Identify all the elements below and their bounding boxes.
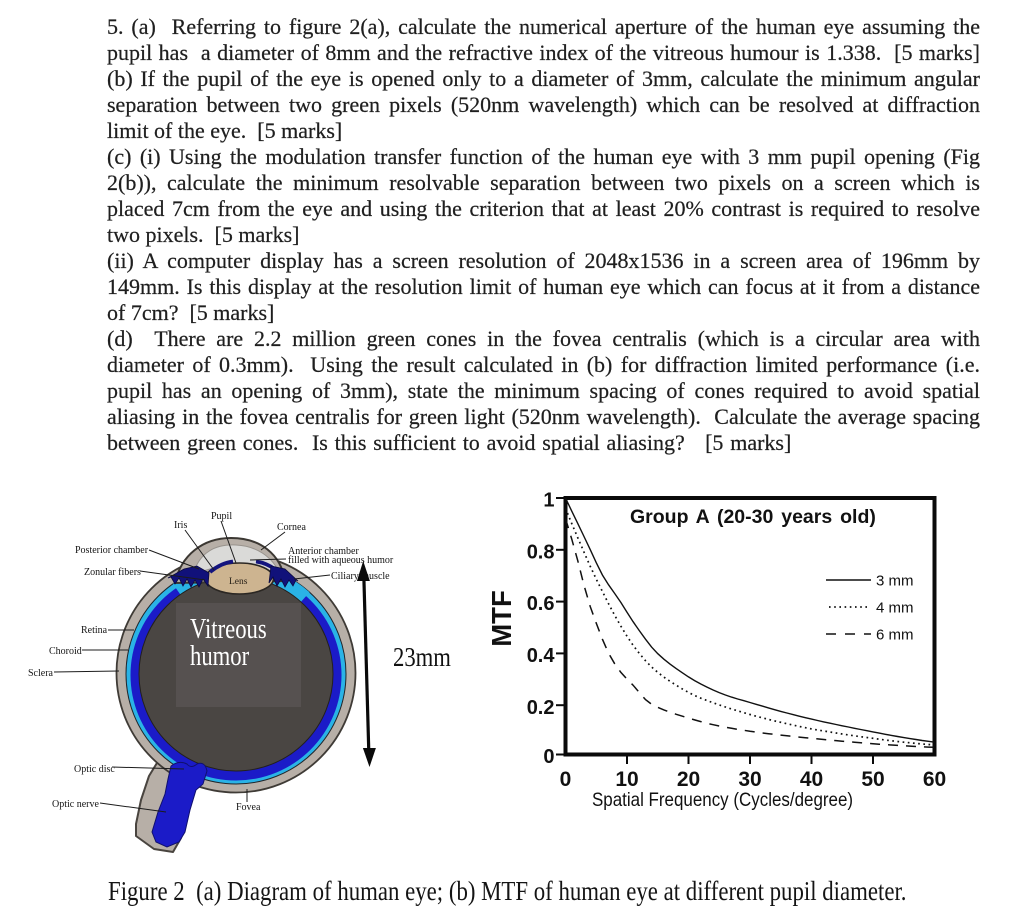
svg-text:6 mm: 6 mm bbox=[876, 627, 914, 644]
svg-text:Iris: Iris bbox=[174, 520, 187, 531]
svg-text:20: 20 bbox=[677, 768, 700, 791]
svg-text:Optic disc: Optic disc bbox=[74, 764, 115, 775]
svg-text:Cornea: Cornea bbox=[277, 522, 306, 533]
svg-text:MTF: MTF bbox=[486, 590, 517, 647]
svg-text:Spatial Frequency (Cycles/degr: Spatial Frequency (Cycles/degree) bbox=[592, 788, 853, 810]
svg-text:60: 60 bbox=[923, 768, 946, 791]
svg-text:Posterior chamber: Posterior chamber bbox=[75, 545, 149, 556]
svg-text:0.6: 0.6 bbox=[527, 593, 555, 615]
svg-text:23mm: 23mm bbox=[393, 643, 451, 672]
svg-text:0.2: 0.2 bbox=[527, 697, 555, 719]
svg-text:4 mm: 4 mm bbox=[876, 600, 914, 617]
svg-text:50: 50 bbox=[861, 768, 884, 791]
svg-text:40: 40 bbox=[800, 768, 823, 791]
svg-text:0.4: 0.4 bbox=[527, 645, 556, 667]
svg-text:Sclera: Sclera bbox=[28, 668, 54, 679]
svg-text:Retina: Retina bbox=[81, 625, 108, 636]
svg-text:humor: humor bbox=[190, 640, 250, 672]
svg-text:10: 10 bbox=[615, 768, 638, 791]
svg-text:Zonular fibers: Zonular fibers bbox=[84, 567, 141, 578]
svg-text:Pupil: Pupil bbox=[211, 511, 232, 522]
svg-text:0: 0 bbox=[543, 746, 554, 768]
svg-text:30: 30 bbox=[738, 768, 761, 791]
svg-text:filled with aqueous humor: filled with aqueous humor bbox=[288, 555, 394, 566]
svg-text:Fovea: Fovea bbox=[236, 802, 261, 813]
svg-text:Group A (20-30 years old): Group A (20-30 years old) bbox=[630, 506, 876, 528]
svg-text:0.8: 0.8 bbox=[527, 541, 555, 563]
svg-text:Vitreous: Vitreous bbox=[190, 613, 267, 645]
svg-text:Optic nerve: Optic nerve bbox=[52, 799, 99, 810]
svg-text:Lens: Lens bbox=[229, 577, 248, 587]
svg-text:0: 0 bbox=[560, 768, 572, 791]
svg-text:1: 1 bbox=[543, 490, 554, 512]
svg-text:Choroid: Choroid bbox=[49, 646, 82, 657]
svg-text:3 mm: 3 mm bbox=[876, 573, 914, 590]
svg-text:Anterior chamber: Anterior chamber bbox=[288, 546, 359, 557]
